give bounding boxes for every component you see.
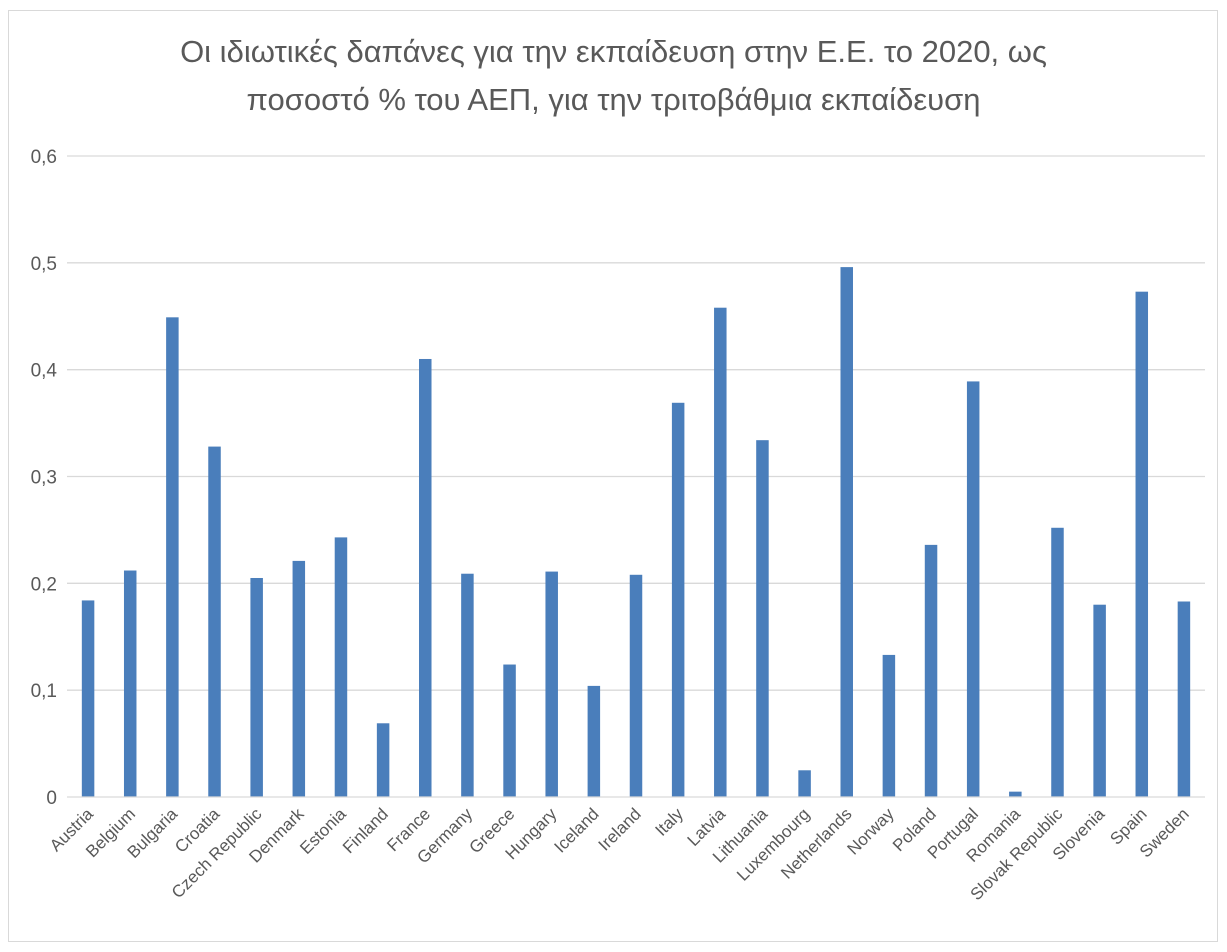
bar-france bbox=[419, 358, 432, 797]
bar-estonia bbox=[334, 537, 348, 797]
bar-romania bbox=[1009, 791, 1022, 797]
y-tick-label: 0,5 bbox=[31, 254, 57, 275]
bar-hungary bbox=[545, 571, 558, 797]
y-tick-label: 0,6 bbox=[31, 147, 57, 168]
bar-germany bbox=[461, 573, 474, 797]
y-tick-label: 0,4 bbox=[31, 361, 58, 382]
bar-slovenia bbox=[1093, 604, 1106, 797]
x-tick-label: Iceland bbox=[550, 804, 602, 856]
chart-title-line-1: Οι ιδιωτικές δαπάνες για την εκπαίδευση … bbox=[180, 34, 1047, 69]
bar-finland bbox=[376, 723, 390, 797]
bar-slovak-republic bbox=[1051, 527, 1064, 797]
bar-luxembourg bbox=[798, 770, 811, 797]
y-tick-label: 0,1 bbox=[31, 681, 57, 702]
bar-iceland bbox=[587, 685, 601, 797]
bar-croatia bbox=[208, 446, 221, 797]
x-tick-label: Norway bbox=[844, 804, 899, 859]
bars bbox=[81, 267, 1191, 797]
x-tick-label: Finland bbox=[339, 804, 392, 857]
chart-title: Οι ιδιωτικές δαπάνες για την εκπαίδευση … bbox=[0, 28, 1227, 124]
x-tick-label: Italy bbox=[651, 804, 687, 840]
x-tick-label: Estonia bbox=[296, 804, 350, 858]
bar-norway bbox=[882, 654, 896, 797]
bar-greece bbox=[503, 664, 516, 797]
bar-italy bbox=[671, 402, 685, 797]
chart-title-line-2: ποσοστό % του ΑΕΠ, για την τριτοβάθμια ε… bbox=[246, 82, 981, 117]
y-tick-label: 0 bbox=[46, 788, 57, 809]
bar-spain bbox=[1135, 291, 1149, 797]
bar-austria bbox=[81, 600, 95, 797]
bar-bulgaria bbox=[166, 317, 179, 797]
y-axis-ticks: 0 0,1 0,2 0,3 0,4 0,5 0,6 bbox=[31, 147, 58, 809]
x-tick-label: Ireland bbox=[595, 804, 645, 854]
bar-belgium bbox=[123, 570, 137, 797]
bar-denmark bbox=[292, 560, 306, 797]
bar-portugal bbox=[966, 381, 980, 797]
bar-latvia bbox=[714, 307, 727, 797]
bar-lithuania bbox=[756, 440, 769, 797]
bar-sweden bbox=[1177, 601, 1191, 797]
bar-poland bbox=[924, 544, 938, 797]
y-tick-label: 0,2 bbox=[31, 574, 57, 595]
bar-czech-republic bbox=[250, 577, 263, 797]
bar-ireland bbox=[629, 574, 643, 797]
bar-netherlands bbox=[840, 267, 853, 797]
y-tick-label: 0,3 bbox=[31, 468, 57, 489]
